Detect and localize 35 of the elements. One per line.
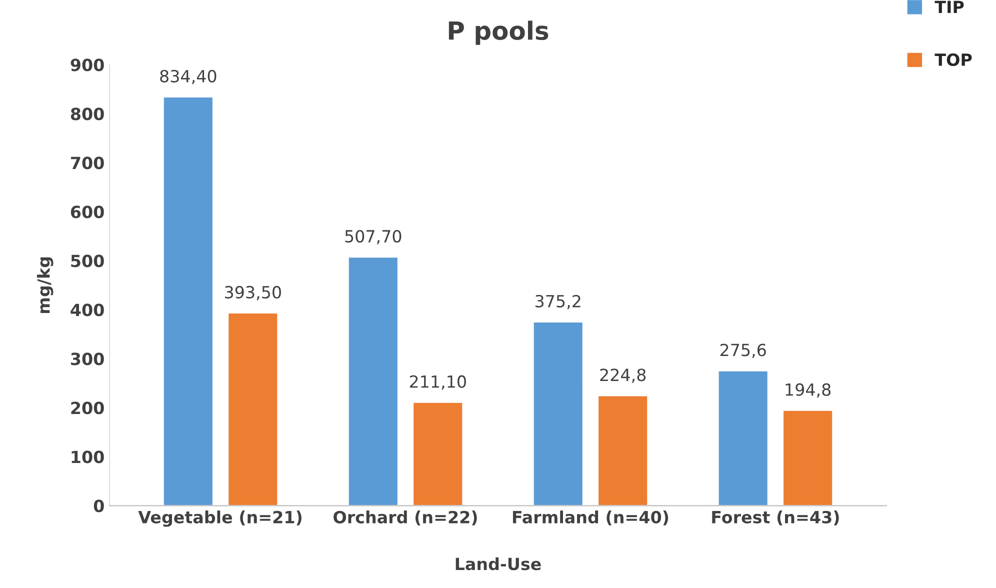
bar <box>227 312 279 506</box>
bar <box>162 96 214 506</box>
legend-label: TIP <box>934 0 964 13</box>
data-label: 507,70 <box>345 230 402 244</box>
data-label: 375,2 <box>536 294 580 310</box>
data-label: 194,8 <box>786 383 831 398</box>
y-tick-label: 800 <box>70 108 104 120</box>
y-tick-label: 600 <box>70 206 104 218</box>
y-tick-label: 900 <box>70 58 104 72</box>
bar <box>782 410 834 506</box>
x-tick-label: Farmland (n=40) <box>512 510 668 526</box>
y-tick-label: 500 <box>71 254 104 268</box>
x-tick-label: Orchard (n=22) <box>334 510 477 526</box>
data-label: 834,40 <box>160 70 216 84</box>
bar <box>717 370 769 506</box>
y-tick-label: 700 <box>71 156 104 170</box>
data-label: 224,8 <box>600 368 646 383</box>
y-tick-label: 100 <box>72 450 104 464</box>
data-label: 211,10 <box>410 375 466 390</box>
y-tick-label: 400 <box>70 304 104 316</box>
y-tick-label: 200 <box>71 402 104 414</box>
bar <box>412 402 464 506</box>
chart-title: P pools <box>448 20 548 45</box>
data-label: 393,50 <box>225 286 281 300</box>
bar <box>597 394 649 506</box>
y-tick-label: 0 <box>94 500 104 512</box>
y-tick-label: 300 <box>71 352 104 366</box>
y-axis-title: mg/kg <box>36 257 54 313</box>
bar <box>347 256 399 506</box>
x-tick-label: Vegetable (n=21) <box>138 510 302 527</box>
x-axis-title: Land-Use <box>456 557 541 570</box>
bar <box>532 321 584 506</box>
x-tick-label: Forest (n=43) <box>712 510 839 526</box>
legend-label: TOP <box>934 53 972 66</box>
data-label: 275,6 <box>720 344 766 358</box>
